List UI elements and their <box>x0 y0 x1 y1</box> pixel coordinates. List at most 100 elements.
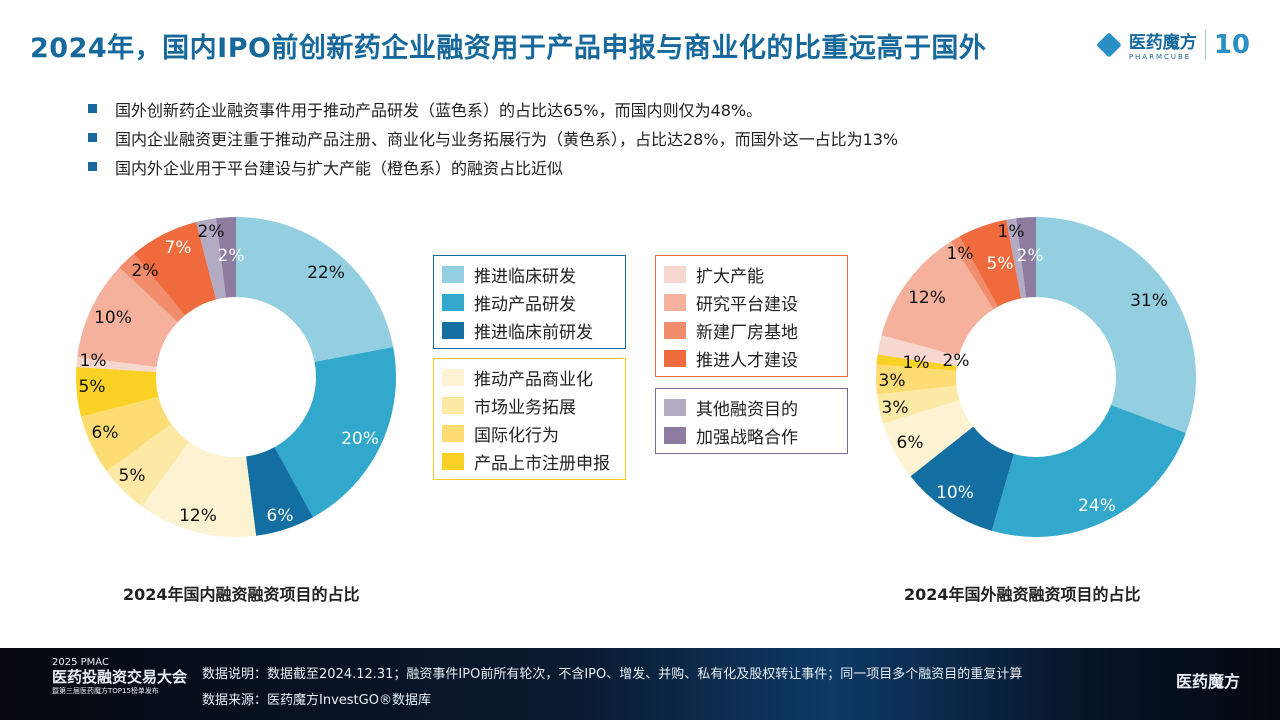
legend-label: 市场业务拓展 <box>474 397 576 418</box>
data-label: 1% <box>80 351 107 371</box>
legend-swatch <box>442 452 464 470</box>
foreign-chart-title: 2024年国外融资融资项目的占比 <box>904 585 1141 604</box>
data-label: 24% <box>1078 496 1116 516</box>
data-label: 1% <box>903 353 930 373</box>
brand-logo: 医药魔方 PHARMCUBE 10 <box>1096 28 1250 61</box>
data-label: 12% <box>179 506 217 526</box>
donut-segment <box>246 447 314 536</box>
data-label: 2% <box>198 222 225 242</box>
data-note: 数据说明：数据截至2024.12.31；融资事件IPO前所有轮次，不含IPO、增… <box>202 667 1023 682</box>
legend-item: 新建厂房基地 <box>664 316 839 344</box>
donut-segment <box>274 347 396 518</box>
footer: 2025 PMAC 医药投融资交易大会 暨第三届医药魔方TOP15榜单发布 数据说明… <box>0 648 1280 720</box>
donut-segment <box>141 441 257 537</box>
donut-segment <box>1006 218 1027 299</box>
donut-segment <box>959 219 1022 307</box>
data-label: 7% <box>165 238 192 258</box>
legend-item: 推进人才建设 <box>664 344 839 372</box>
legend-label: 扩大产能 <box>696 266 764 287</box>
donut-segment <box>76 366 159 417</box>
legend-label: 新建厂房基地 <box>696 322 798 343</box>
data-label: 2% <box>943 351 970 371</box>
donut-segment <box>876 364 957 395</box>
donut-segment <box>77 267 178 367</box>
logo-name: 医药魔方 <box>1128 33 1197 53</box>
donut-segment <box>76 356 157 372</box>
bullet-item: 国外创新药企业融资事件用于推动产品研发（蓝色系）的占比达65%，而国内则仅为48… <box>88 94 898 123</box>
legend-group: 其他融资目的 加强战略合作 <box>655 388 848 454</box>
legend-label: 推动产品商业化 <box>474 369 593 390</box>
data-label: 5% <box>79 377 106 397</box>
donut-segment <box>196 218 226 300</box>
donut-segment <box>876 354 957 371</box>
bullet-text: 国内企业融资更注重于推动产品注册、商业化与业务拓展行为（黄色系），占比达28%，… <box>115 129 899 149</box>
bullet-square-icon <box>88 133 97 142</box>
legend-item: 其他融资目的 <box>664 393 839 421</box>
donut-segment <box>910 426 1014 531</box>
data-label: 6% <box>897 433 924 453</box>
bullet-list: 国外创新药企业融资事件用于推动产品研发（蓝色系）的占比达65%，而国内则仅为48… <box>88 94 898 181</box>
bullet-square-icon <box>88 104 97 113</box>
data-label: 22% <box>307 263 345 283</box>
legend-item: 推动产品商业化 <box>442 363 617 391</box>
legend-label: 研究平台建设 <box>696 294 798 315</box>
data-label: 1% <box>947 244 974 264</box>
footer-logo: 医药魔方 <box>1175 672 1240 691</box>
donut-segment <box>215 217 236 298</box>
donut-segment <box>881 241 994 357</box>
legend-label: 国际化行为 <box>474 425 559 446</box>
data-label: 6% <box>92 423 119 443</box>
bullet-text: 国外创新药企业融资事件用于推动产品研发（蓝色系）的占比达65%，而国内则仅为48… <box>115 100 763 120</box>
legend-label: 推动产品研发 <box>474 294 576 315</box>
event-brand: 2025 PMAC 医药投融资交易大会 暨第三届医药魔方TOP15榜单发布 <box>52 656 187 698</box>
legend-group: 推动产品商业化 市场业务拓展 国际化行为产品上市注册申报 <box>433 358 626 480</box>
legend-swatch <box>442 396 464 414</box>
legend-swatch <box>442 321 464 339</box>
donut-segment <box>1036 217 1196 434</box>
data-label: 20% <box>341 429 379 449</box>
donut-segment <box>991 405 1186 537</box>
legend-label: 推进临床前研发 <box>474 322 593 343</box>
legend-swatch <box>442 293 464 311</box>
legend-label: 加强战略合作 <box>696 427 798 448</box>
legend-label: 推进临床研发 <box>474 266 576 287</box>
donut-segment <box>1016 217 1036 298</box>
data-label: 6% <box>267 506 294 526</box>
legend-swatch <box>664 349 686 367</box>
brand-sub: 暨第三届医药魔方TOP15榜单发布 <box>52 687 159 695</box>
donut-segment <box>236 217 394 363</box>
bullet-square-icon <box>88 162 97 171</box>
data-source: 数据来源：医药魔方InvestGO®数据库 <box>202 693 431 708</box>
bullet-item: 国内企业融资更注重于推动产品注册、商业化与业务拓展行为（黄色系），占比达28%，… <box>88 123 898 152</box>
data-label: 5% <box>987 254 1014 274</box>
legend-swatch <box>442 368 464 386</box>
data-label: 3% <box>879 371 906 391</box>
legend-item: 推进临床前研发 <box>442 316 617 344</box>
data-label: 10% <box>936 483 974 503</box>
legend-item: 推动产品研发 <box>442 288 617 316</box>
legend-item: 研究平台建设 <box>664 288 839 316</box>
legend-swatch <box>664 293 686 311</box>
data-label: 2% <box>132 261 159 281</box>
legend-swatch <box>664 398 686 416</box>
legend-item: 推进临床研发 <box>442 260 617 288</box>
donut-segment <box>81 396 172 472</box>
legend-label: 推进人才建设 <box>696 350 798 371</box>
legend-item: 国际化行为 <box>442 419 617 447</box>
legend-group: 推进临床研发 推动产品研发 推进临床前研发 <box>433 255 626 349</box>
data-label: 5% <box>119 466 146 486</box>
logo-sub: PHARMCUBE <box>1128 53 1192 61</box>
legend-swatch <box>442 265 464 283</box>
donut-segment <box>876 385 960 424</box>
legend-swatch <box>664 265 686 283</box>
donut-segment <box>119 253 186 323</box>
legend-item: 加强战略合作 <box>664 421 839 449</box>
legend-label: 其他融资目的 <box>696 399 798 420</box>
legend-item: 扩大产能 <box>664 260 839 288</box>
legend-label: 产品上市注册申报 <box>474 453 610 474</box>
page-title: 2024年，国内IPO前创新药企业融资用于产品申报与商业化的比重远高于国外 <box>30 33 987 64</box>
legend-swatch <box>442 424 464 442</box>
data-label: 2% <box>218 246 245 266</box>
donut-segment <box>106 424 189 507</box>
